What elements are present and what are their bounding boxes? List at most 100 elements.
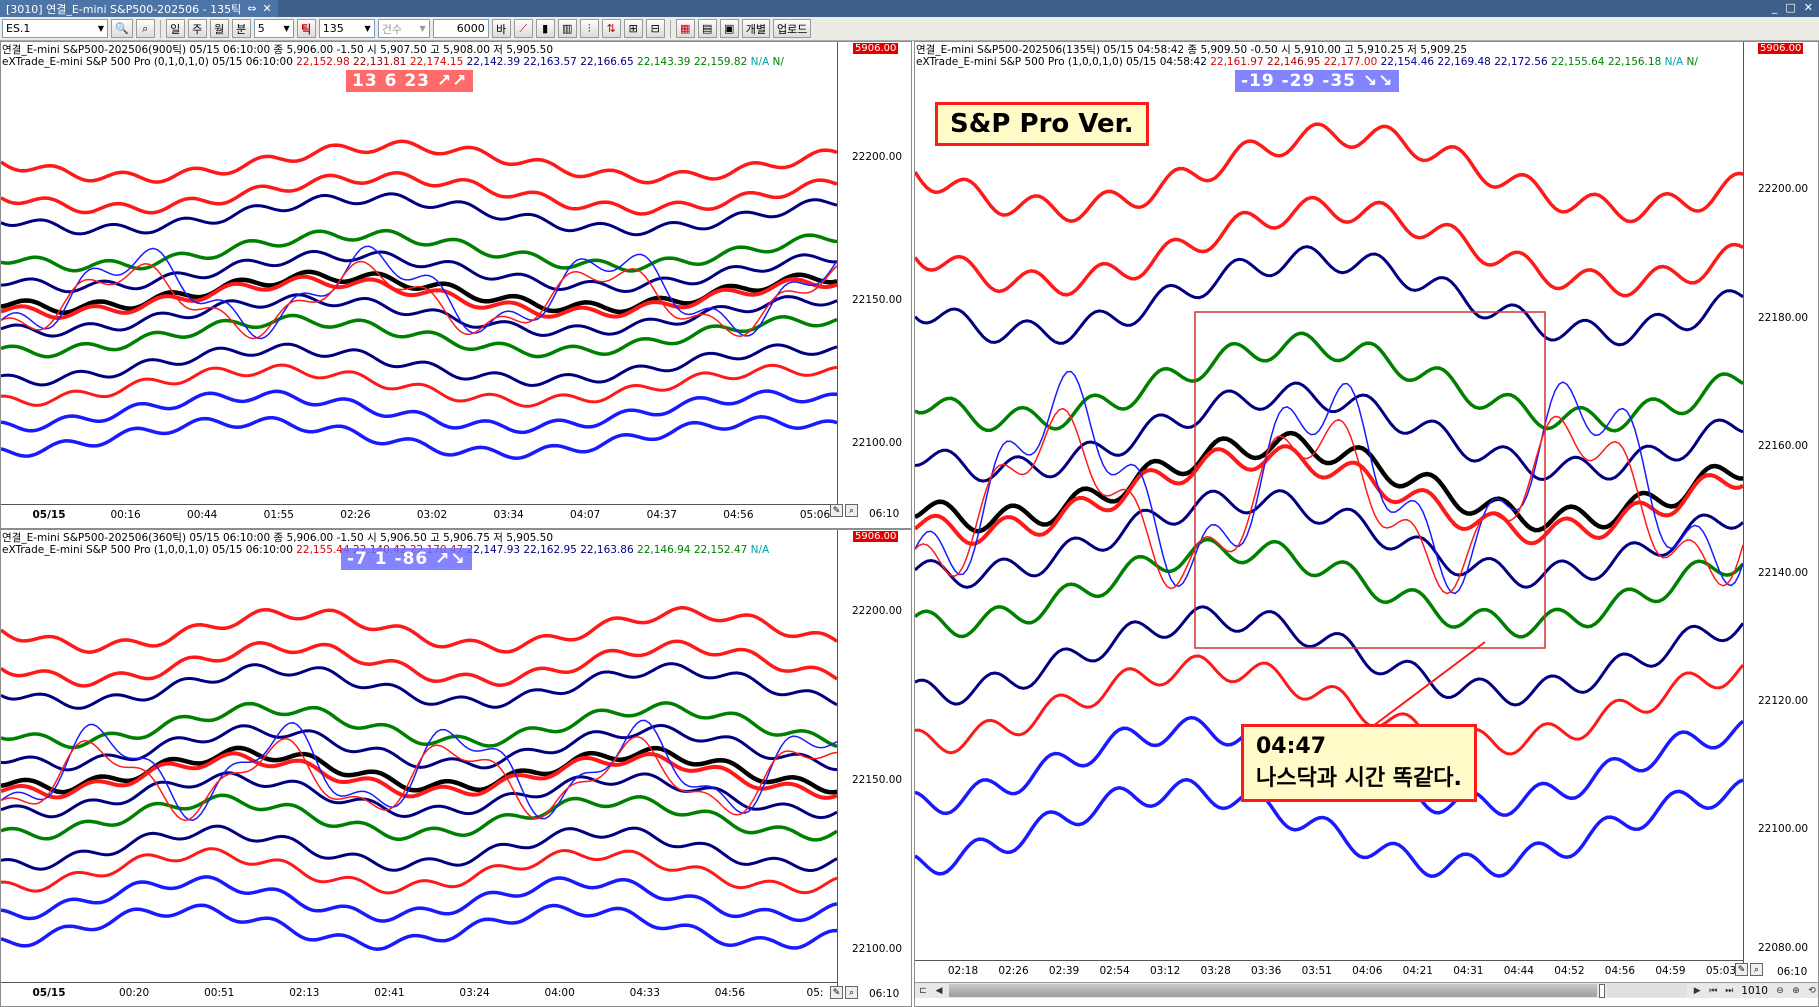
y-tick-label: 22100.00 bbox=[1758, 823, 1809, 835]
minute-select[interactable]: 5 ▼ bbox=[253, 19, 294, 38]
candle-button[interactable]: ▮ bbox=[535, 19, 555, 38]
symbol-value: ES.1 bbox=[6, 22, 31, 35]
edit-icon[interactable]: ✎ bbox=[830, 504, 843, 517]
tick-select[interactable]: 135 ▼ bbox=[318, 19, 375, 38]
x-tick-label: 03:02 bbox=[416, 509, 448, 521]
draw-button[interactable]: ⊞ bbox=[623, 19, 643, 38]
close-icon[interactable]: ✕ bbox=[1803, 1, 1813, 14]
upper-channel-line bbox=[1, 701, 838, 750]
upper-band-line bbox=[1, 639, 838, 688]
chart-tab[interactable]: [3010] 연결_E-mini S&P500-202506 - 135틱 ⇔ … bbox=[0, 0, 278, 17]
indicator-button[interactable]: ⫶ bbox=[579, 19, 599, 38]
price-line bbox=[1, 735, 838, 822]
annotation-time: 04:47 bbox=[1256, 734, 1327, 759]
period-day-button[interactable]: 일 bbox=[165, 19, 185, 38]
divider bbox=[159, 19, 161, 38]
y-axis bbox=[837, 530, 838, 986]
y-tick-label: 22100.00 bbox=[852, 437, 903, 449]
x-tick-label: 02:41 bbox=[374, 987, 405, 999]
chart-panel-360tick[interactable]: 연결_E-mini S&P500-202506(360틱) 05/15 06:1… bbox=[0, 529, 912, 1007]
x-tick-label: 04:06 bbox=[1352, 965, 1383, 977]
count-select[interactable]: 건수 ▼ bbox=[377, 19, 430, 38]
chart-panel-135tick[interactable]: 연결_E-mini S&P500-202506(135틱) 05/15 04:5… bbox=[914, 41, 1819, 1007]
x-tick-label: 04:56 bbox=[1604, 965, 1636, 977]
individual-button[interactable]: 개별 bbox=[741, 19, 770, 38]
zoom-out-icon[interactable]: ⊖ bbox=[1776, 985, 1784, 996]
grid-button[interactable]: ⊟ bbox=[645, 19, 665, 38]
mid-channel-line bbox=[915, 381, 1744, 483]
layout-button-3[interactable]: ▣ bbox=[719, 19, 739, 38]
bar-count: 1010 bbox=[1741, 984, 1768, 997]
upper-channel-line bbox=[915, 331, 1744, 433]
highlight-box bbox=[1194, 311, 1546, 649]
mid-channel-line bbox=[1, 771, 838, 820]
y-tick-label: 22100.00 bbox=[852, 943, 903, 955]
line-chart-button[interactable]: ⟋ bbox=[513, 19, 533, 38]
scroll-left-icon[interactable]: ◀ bbox=[935, 985, 943, 996]
tab-title: [3010] 연결_E-mini S&P500-202506 - 135틱 bbox=[6, 2, 242, 16]
x-tick-label: 03:34 bbox=[493, 509, 524, 521]
indicator-value: 22,172.56 bbox=[1494, 56, 1548, 68]
bar-unit-button[interactable]: 바 bbox=[491, 19, 511, 38]
scroll-prev-icon[interactable]: ⏮ bbox=[1709, 985, 1718, 996]
mid-channel-line bbox=[915, 489, 1744, 589]
indicator-icon: ⫶ bbox=[587, 21, 591, 35]
annotation-version-label: S&P Pro Ver. bbox=[935, 102, 1149, 146]
maximize-icon[interactable]: □ bbox=[1785, 1, 1796, 14]
period-month-button[interactable]: 월 bbox=[209, 19, 229, 38]
lower-channel-line bbox=[1, 793, 838, 842]
y-axis bbox=[1743, 42, 1744, 964]
x-tick-label: 05/15 bbox=[32, 509, 66, 521]
scroll-thumb[interactable] bbox=[1599, 983, 1606, 998]
x-tick-label: 04:31 bbox=[1453, 965, 1484, 977]
upper-channel-line bbox=[1, 228, 838, 273]
window-title-bar: [3010] 연결_E-mini S&P500-202506 - 135틱 ⇔ … bbox=[0, 0, 1819, 17]
annotation-time-callout: 04:47 나스닥과 시간 똑같다. bbox=[1241, 724, 1477, 802]
upper-channel-line bbox=[915, 245, 1744, 347]
count-label: 건수 bbox=[381, 22, 402, 36]
scroll-track-end[interactable] bbox=[1607, 984, 1688, 997]
count-input[interactable]: 6000 bbox=[432, 19, 489, 38]
lower-channel-line bbox=[915, 605, 1745, 707]
period-minute-button[interactable]: 분 bbox=[231, 19, 251, 38]
upper-channel-line bbox=[1, 662, 838, 710]
bar-chart-button[interactable]: ▥ bbox=[557, 19, 577, 38]
scroll-next-icon[interactable]: ⏭ bbox=[1725, 985, 1734, 996]
minimize-icon[interactable]: _ bbox=[1771, 1, 1778, 14]
compare-button[interactable]: ⇅ bbox=[601, 19, 621, 38]
reset-icon[interactable]: ⟲ bbox=[1808, 985, 1816, 996]
x-tick-label: 02:13 bbox=[289, 987, 320, 999]
tab-close-icon[interactable]: ✕ bbox=[262, 2, 272, 15]
upload-button[interactable]: 업로드 bbox=[772, 19, 812, 38]
swap-icon[interactable]: ⇔ bbox=[247, 2, 257, 15]
edit-icon[interactable]: ✎ bbox=[830, 986, 843, 999]
indicator-value: 22,152.47 bbox=[693, 544, 748, 556]
x-axis-corner-label: 06:10 bbox=[1777, 966, 1808, 978]
layout-button-2[interactable]: ▤ bbox=[697, 19, 717, 38]
chart-panel-900tick[interactable]: 연결_E-mini S&P500-202506(900틱) 05/15 06:1… bbox=[0, 41, 912, 529]
y-tick-label: 22150.00 bbox=[852, 294, 903, 306]
scroll-start-icon[interactable]: ⊏ bbox=[919, 985, 927, 996]
zoom-icon[interactable]: ⌕ bbox=[845, 986, 858, 999]
search-icon: 🔍 bbox=[115, 22, 129, 35]
period-tick-button[interactable]: 틱 bbox=[296, 19, 316, 38]
edit-icon[interactable]: ✎ bbox=[1735, 963, 1748, 976]
layout-button-1[interactable]: ▦ bbox=[675, 19, 695, 38]
scroll-track[interactable] bbox=[949, 984, 1598, 997]
price-chart-900tick bbox=[1, 139, 838, 461]
x-tick-label: 03:36 bbox=[1251, 965, 1282, 977]
price-line bbox=[1, 260, 838, 340]
annotation-text: 나스닥과 시간 똑같다. bbox=[1256, 766, 1462, 791]
panel-header-price: 연결_E-mini S&P500-202506(360틱) 05/15 06:1… bbox=[2, 532, 554, 544]
zoom-icon[interactable]: ⌕ bbox=[845, 504, 858, 517]
zoom-button[interactable]: ⌕ bbox=[135, 19, 155, 38]
zoom-in-icon[interactable]: ⊕ bbox=[1792, 985, 1800, 996]
x-tick-label: 04:59 bbox=[1655, 965, 1686, 977]
search-button[interactable]: 🔍 bbox=[111, 19, 133, 38]
scroll-right-icon[interactable]: ▶ bbox=[1693, 985, 1701, 996]
bar-chart-icon: ▥ bbox=[562, 22, 573, 35]
chart-scrollbar[interactable]: ⊏ ◀ ▶ ⏮ ⏭ 1010 ⊖ ⊕ ⟲ bbox=[915, 982, 1818, 998]
period-week-button[interactable]: 주 bbox=[187, 19, 207, 38]
zoom-icon[interactable]: ⌕ bbox=[1750, 963, 1763, 976]
symbol-select[interactable]: ES.1 ▼ bbox=[2, 19, 108, 38]
